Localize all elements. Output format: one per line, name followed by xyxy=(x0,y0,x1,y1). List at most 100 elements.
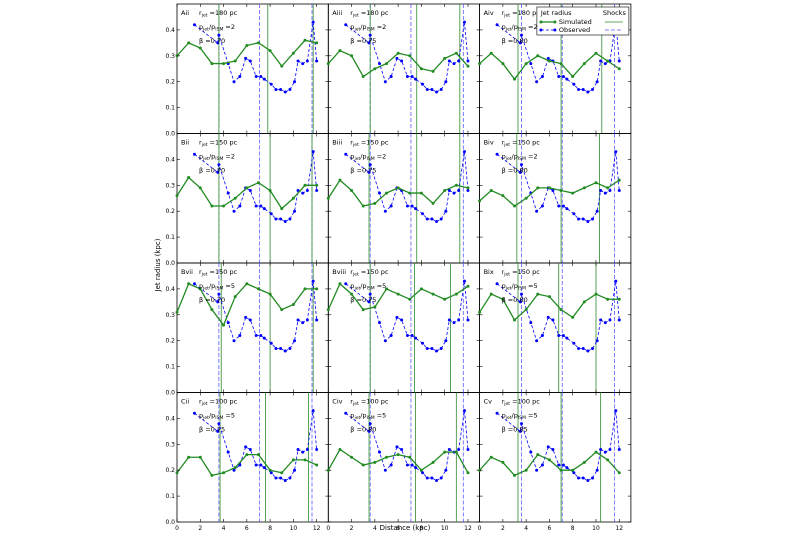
panel-id: Bix xyxy=(484,268,494,276)
observed-point xyxy=(315,188,319,192)
observed-point xyxy=(439,87,443,91)
radius-annotation: rjet =150 pc xyxy=(350,268,389,278)
x-tick-label: 12 xyxy=(615,525,623,532)
observed-line xyxy=(496,281,620,352)
observed-line xyxy=(345,151,469,223)
observed-point xyxy=(217,33,221,37)
legend-simulated-dot xyxy=(553,20,557,24)
x-tick-label: 0 xyxy=(175,525,179,532)
observed-point xyxy=(466,188,470,192)
simulated-point xyxy=(384,455,388,459)
simulated-point xyxy=(338,447,342,451)
simulated-point xyxy=(291,302,295,306)
simulated-line xyxy=(327,282,469,311)
observed-point xyxy=(617,59,621,63)
observed-point xyxy=(590,217,594,221)
observed-point xyxy=(269,341,273,345)
simulated-point xyxy=(361,204,365,208)
y-tick-label: 0.1 xyxy=(165,234,175,241)
observed-point xyxy=(389,463,393,467)
observed-line xyxy=(345,281,469,352)
panel-Civ: 0 2 4 6 8 10 12 Civ rjet =100 pc pjet/pISM =5 β =0… xyxy=(326,392,480,532)
y-tick-label: 0.2 xyxy=(165,208,175,215)
simulated-point xyxy=(396,292,400,296)
observed-point xyxy=(462,150,466,154)
observed-point xyxy=(435,479,439,483)
simulated-point xyxy=(594,181,598,185)
simulated-point xyxy=(594,292,598,296)
simulated-point xyxy=(571,315,575,319)
observed-point xyxy=(535,209,539,213)
simulated-point xyxy=(443,56,447,60)
observed-point xyxy=(288,476,292,480)
observed-point xyxy=(410,334,414,338)
radius-annotation: rjet =150 pc xyxy=(502,268,541,278)
observed-point xyxy=(518,170,522,174)
x-tick-label: 8 xyxy=(419,525,423,532)
simulated-point xyxy=(291,196,295,200)
y-tick-label: 0.4 xyxy=(165,415,175,422)
observed-point xyxy=(378,321,382,325)
y-tick-label: 0.3 xyxy=(165,441,175,448)
observed-point xyxy=(296,59,300,63)
observed-point xyxy=(226,191,230,195)
y-tick-label: 0.4 xyxy=(165,27,175,34)
beta-annotation: β =0.75 xyxy=(350,296,376,304)
simulated-point xyxy=(489,188,493,192)
x-tick-label: 6 xyxy=(396,525,400,532)
observed-point xyxy=(614,150,618,154)
observed-point xyxy=(344,282,348,286)
observed-point xyxy=(540,75,544,79)
observed-point xyxy=(561,334,565,338)
observed-point xyxy=(293,468,297,472)
simulated-point xyxy=(466,284,470,288)
observed-point xyxy=(232,468,236,472)
observed-point xyxy=(581,476,585,480)
observed-point xyxy=(572,212,576,216)
observed-point xyxy=(259,334,263,338)
simulated-point xyxy=(478,62,482,66)
observed-point xyxy=(254,334,258,338)
simulated-point xyxy=(315,183,319,187)
x-tick-label: 6 xyxy=(245,525,249,532)
simulated-point xyxy=(431,460,435,464)
beta-annotation: β =0.75 xyxy=(350,167,376,175)
observed-point xyxy=(599,59,603,63)
simulated-point xyxy=(280,471,284,475)
observed-point xyxy=(259,463,263,467)
radius-annotation: rjet =100 pc xyxy=(502,398,541,408)
observed-point xyxy=(519,33,523,37)
observed-point xyxy=(425,87,429,91)
observed-point xyxy=(192,411,196,415)
observed-point xyxy=(447,188,451,192)
observed-line xyxy=(194,410,318,482)
beta-annotation: β =0.80 xyxy=(502,167,528,175)
simulated-point xyxy=(571,191,575,195)
simulated-point xyxy=(268,49,272,53)
observed-point xyxy=(557,204,561,208)
observed-point xyxy=(590,476,594,480)
observed-point xyxy=(439,217,443,221)
beta-annotation: β =0.70 xyxy=(199,167,225,175)
observed-point xyxy=(608,447,612,451)
simulated-point xyxy=(350,455,354,459)
radius-annotation: rjet =100 pc xyxy=(350,398,389,408)
x-tick-label: 8 xyxy=(571,525,575,532)
observed-point xyxy=(368,33,372,37)
observed-point xyxy=(557,334,561,338)
legend-simulated-dot xyxy=(539,20,543,24)
simulated-point xyxy=(233,196,237,200)
observed-point xyxy=(518,300,522,304)
panel-Bii: 0.0 0.1 0.2 0.3 0.4 Bii rjet =150 pc pjet/pISM … xyxy=(165,133,329,267)
pressure-annotation: pjet/pISM =5 xyxy=(502,412,538,422)
observed-point xyxy=(410,75,414,79)
panel-Cii: 0.0 0.1 0.2 0.3 0.4 0 2 4 6 8 10 12 Cii rjet =100 pc p… xyxy=(165,392,329,532)
observed-point xyxy=(274,346,278,350)
beta-annotation: β =0.75 xyxy=(199,426,225,434)
simulated-point xyxy=(559,62,563,66)
panel-id: Biv xyxy=(484,139,494,147)
simulated-point xyxy=(222,471,226,475)
observed-point xyxy=(529,321,533,325)
simulated-point xyxy=(361,463,365,467)
simulated-point xyxy=(489,455,493,459)
